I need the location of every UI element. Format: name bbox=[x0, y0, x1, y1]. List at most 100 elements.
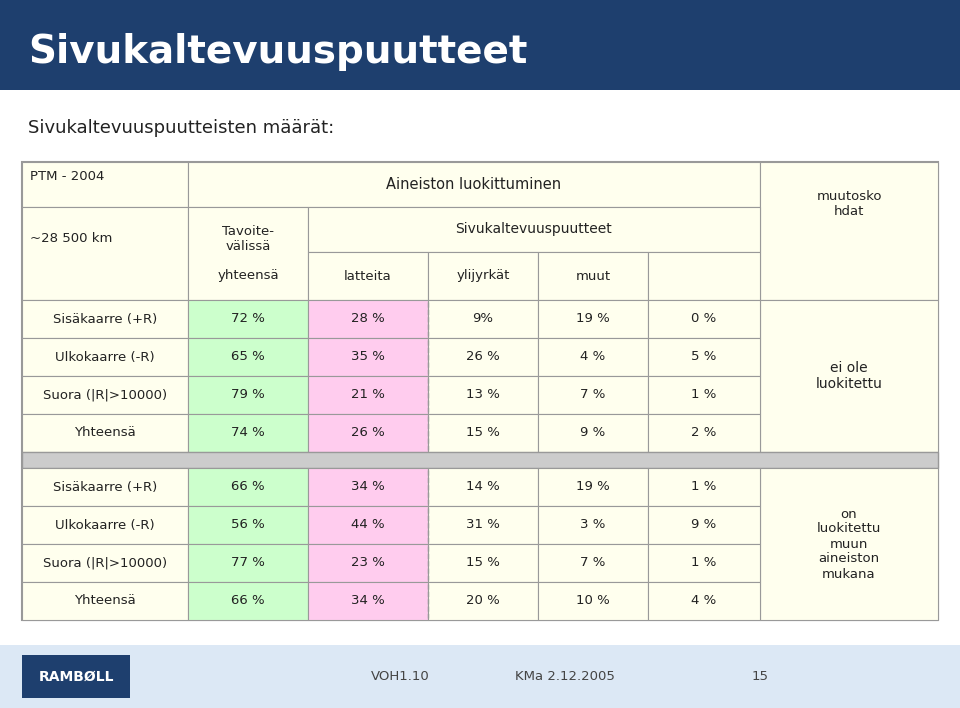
Text: 26 %: 26 % bbox=[351, 426, 385, 440]
Text: 20 %: 20 % bbox=[467, 595, 500, 607]
Bar bbox=[648, 252, 760, 300]
Text: 13 %: 13 % bbox=[466, 389, 500, 401]
Bar bbox=[308, 506, 428, 544]
Bar bbox=[538, 252, 648, 300]
Bar bbox=[188, 582, 308, 620]
Bar bbox=[188, 376, 308, 414]
Bar bbox=[188, 468, 308, 506]
Text: 79 %: 79 % bbox=[231, 389, 265, 401]
Bar bbox=[188, 414, 308, 452]
Bar bbox=[760, 162, 938, 300]
Text: 28 %: 28 % bbox=[351, 312, 385, 326]
Text: latteita: latteita bbox=[344, 270, 392, 282]
Bar bbox=[0, 645, 960, 708]
Text: 31 %: 31 % bbox=[466, 518, 500, 532]
Text: muutosko
hdat: muutosko hdat bbox=[816, 190, 881, 218]
Bar bbox=[308, 544, 428, 582]
Text: 77 %: 77 % bbox=[231, 556, 265, 569]
Bar bbox=[22, 162, 938, 620]
Bar bbox=[188, 300, 308, 338]
Bar bbox=[308, 252, 428, 300]
Bar bbox=[538, 300, 648, 338]
Bar bbox=[428, 468, 538, 506]
Text: 3 %: 3 % bbox=[580, 518, 606, 532]
Text: yhteensä: yhteensä bbox=[217, 270, 278, 282]
Text: 1 %: 1 % bbox=[691, 556, 717, 569]
Bar bbox=[188, 338, 308, 376]
Bar bbox=[308, 338, 428, 376]
Text: 9 %: 9 % bbox=[691, 518, 716, 532]
Bar bbox=[308, 376, 428, 414]
Text: 34 %: 34 % bbox=[351, 481, 385, 493]
Text: 35 %: 35 % bbox=[351, 350, 385, 363]
Bar bbox=[648, 300, 760, 338]
Bar bbox=[188, 162, 760, 207]
Bar bbox=[0, 0, 960, 90]
Bar bbox=[188, 506, 308, 544]
Bar bbox=[538, 506, 648, 544]
Text: PTM - 2004: PTM - 2004 bbox=[30, 169, 105, 183]
Bar bbox=[648, 338, 760, 376]
Bar bbox=[188, 207, 308, 300]
Text: 1 %: 1 % bbox=[691, 389, 717, 401]
Text: Ulkokaarre (-R): Ulkokaarre (-R) bbox=[55, 518, 155, 532]
Bar bbox=[648, 506, 760, 544]
Bar bbox=[428, 506, 538, 544]
Text: Suora (|R|>10000): Suora (|R|>10000) bbox=[43, 389, 167, 401]
Bar bbox=[22, 582, 188, 620]
Bar bbox=[308, 207, 760, 252]
Bar bbox=[22, 207, 188, 300]
Text: VOH1.10: VOH1.10 bbox=[371, 670, 429, 683]
Bar bbox=[22, 452, 938, 468]
Bar bbox=[22, 376, 188, 414]
Bar bbox=[428, 414, 538, 452]
Bar bbox=[538, 338, 648, 376]
Text: Sivukaltevuuspuutteet: Sivukaltevuuspuutteet bbox=[28, 33, 527, 72]
Bar bbox=[22, 338, 188, 376]
Text: 10 %: 10 % bbox=[576, 595, 610, 607]
Text: 15 %: 15 % bbox=[466, 556, 500, 569]
Text: 7 %: 7 % bbox=[580, 556, 606, 569]
Text: 19 %: 19 % bbox=[576, 312, 610, 326]
Bar bbox=[22, 414, 188, 452]
Text: Aineiston luokittuminen: Aineiston luokittuminen bbox=[387, 177, 562, 192]
Bar bbox=[428, 338, 538, 376]
Text: Tavoite-
välissä: Tavoite- välissä bbox=[222, 225, 274, 253]
Text: Yhteensä: Yhteensä bbox=[74, 426, 136, 440]
Bar bbox=[760, 300, 938, 452]
Text: 23 %: 23 % bbox=[351, 556, 385, 569]
Bar bbox=[428, 582, 538, 620]
Text: ei ole
luokitettu: ei ole luokitettu bbox=[816, 361, 882, 391]
Bar bbox=[538, 544, 648, 582]
Text: 5 %: 5 % bbox=[691, 350, 717, 363]
Bar bbox=[428, 376, 538, 414]
Text: on
luokitettu
muun
aineiston
mukana: on luokitettu muun aineiston mukana bbox=[817, 508, 881, 581]
Text: Ulkokaarre (-R): Ulkokaarre (-R) bbox=[55, 350, 155, 363]
Text: RAMBØLL: RAMBØLL bbox=[38, 670, 113, 683]
Bar bbox=[428, 300, 538, 338]
Text: 74 %: 74 % bbox=[231, 426, 265, 440]
Bar bbox=[22, 506, 188, 544]
Text: 66 %: 66 % bbox=[231, 595, 265, 607]
Text: Yhteensä: Yhteensä bbox=[74, 595, 136, 607]
Text: 15 %: 15 % bbox=[466, 426, 500, 440]
Text: 26 %: 26 % bbox=[467, 350, 500, 363]
Bar bbox=[538, 376, 648, 414]
Text: muut: muut bbox=[575, 270, 611, 282]
Bar bbox=[22, 655, 130, 698]
Bar bbox=[538, 582, 648, 620]
Bar bbox=[428, 544, 538, 582]
Text: KMa 2.12.2005: KMa 2.12.2005 bbox=[516, 670, 615, 683]
Bar bbox=[22, 162, 188, 207]
Text: 19 %: 19 % bbox=[576, 481, 610, 493]
Bar bbox=[308, 300, 428, 338]
Bar bbox=[648, 376, 760, 414]
Text: 0 %: 0 % bbox=[691, 312, 716, 326]
Bar bbox=[648, 468, 760, 506]
Bar bbox=[538, 468, 648, 506]
Text: 9 %: 9 % bbox=[581, 426, 606, 440]
Text: 66 %: 66 % bbox=[231, 481, 265, 493]
Bar bbox=[648, 582, 760, 620]
Bar bbox=[22, 300, 188, 338]
Bar bbox=[308, 582, 428, 620]
